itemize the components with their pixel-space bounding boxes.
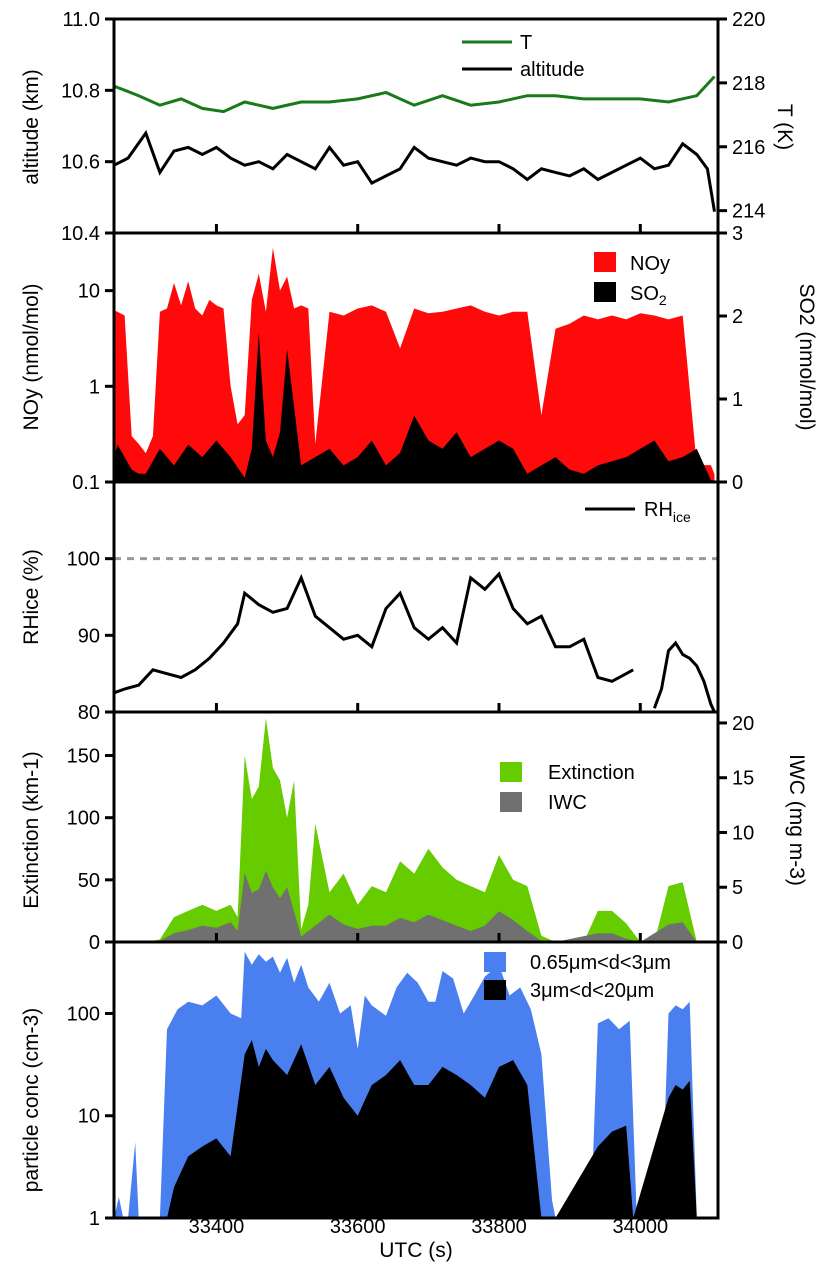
temperature-axis-tick-label-1: 220	[732, 9, 765, 31]
temperature-axis-title: T (K)	[773, 104, 796, 150]
legend-label-noy: NOy	[630, 253, 670, 275]
axis-titles: altitude (km) T (K) NOy (nmol/mol) SO2 (…	[20, 69, 818, 1262]
iwc-area	[114, 870, 715, 942]
altitude-axis-tick-label-1: 11.0	[63, 9, 100, 31]
legend-label-iwc: IWC	[548, 792, 587, 814]
altitude-axis-tick-label-4: 10.4	[61, 223, 100, 245]
temperature-axis-tick-label-3: 216	[732, 137, 765, 159]
legend-label-rhice: RHice	[644, 499, 691, 525]
temperature-line	[113, 75, 716, 114]
particle-concentration-panel	[114, 951, 715, 1218]
noy-so2-panel	[114, 247, 715, 482]
particle-axis-tick-label-3: 1	[89, 1208, 100, 1230]
temperature-axis-tick-label-4: 214	[732, 201, 765, 223]
rhice-panel	[113, 557, 718, 713]
large-particles-area	[114, 1040, 715, 1218]
iwc-axis-tick-label-5: 0	[732, 932, 743, 954]
legend-rhice-panel: RHice	[585, 499, 691, 525]
so2-area	[114, 332, 715, 482]
extinction-iwc-panel	[114, 718, 715, 942]
legend-altitude-panel: T altitude	[462, 32, 585, 81]
extinction-axis-title: Extinction (km-1)	[20, 751, 43, 909]
legend-swatch-extinction	[500, 762, 522, 782]
noy-axis-tick-label-2: 1	[89, 376, 100, 398]
particle-axis-tick-label-2: 10	[78, 1106, 100, 1128]
noy-axis-title: NOy (nmol/mol)	[20, 283, 43, 430]
legend-label-large-particles: 3μm<d<20μm	[530, 980, 654, 1002]
iwc-axis-tick-label-2: 15	[732, 768, 754, 790]
iwc-axis-title: IWC (mg m-3)	[785, 754, 808, 886]
extinction-axis-tick-label-4: 0	[89, 932, 100, 954]
axes-layer: 11.010.810.610.42202182162141010.1321010…	[61, 9, 765, 1238]
altitude-temperature-panel	[113, 75, 716, 212]
noy-axis-tick-label-1: 10	[78, 281, 100, 303]
altitude-axis-tick-label-2: 10.8	[61, 80, 100, 102]
extinction-axis-tick-label-2: 100	[67, 808, 100, 830]
rhice-axis-tick-label-2: 90	[78, 625, 100, 647]
utc-axis-title: UTC (s)	[379, 1239, 452, 1262]
x-tick-label-1: 33400	[189, 1216, 245, 1238]
particle-conc-axis-title: particle conc (cm-3)	[20, 1008, 43, 1192]
rhice-axis-tick-label-1: 100	[67, 549, 100, 571]
legend-label-temperature: T	[520, 32, 532, 54]
x-tick-label-3: 33800	[471, 1216, 527, 1238]
rhice-axis-tick-label-3: 80	[78, 702, 100, 724]
legend-extinction-panel: Extinction IWC	[500, 762, 635, 814]
legend-label-small-particles: 0.65μm<d<3μm	[530, 952, 671, 974]
legend-particle-panel: 0.65μm<d<3μm 3μm<d<20μm	[484, 952, 671, 1002]
so2-axis-tick-label-3: 1	[732, 389, 743, 411]
extinction-axis-tick-label-1: 150	[67, 746, 100, 768]
x-tick-label-2: 33600	[330, 1216, 386, 1238]
iwc-axis-tick-label-4: 5	[732, 877, 743, 899]
legend-noy-panel: NOy SO2	[594, 252, 670, 308]
iwc-axis-tick-label-1: 20	[732, 713, 754, 735]
legend-swatch-small-particles	[484, 952, 506, 972]
panel-frame-1	[112, 17, 720, 235]
so2-axis-tick-label-4: 0	[732, 472, 743, 494]
altitude-line	[113, 129, 716, 212]
legend-label-altitude: altitude	[520, 59, 585, 81]
rhice-line-1	[113, 571, 634, 695]
extinction-area	[114, 718, 715, 942]
legend-label-extinction: Extinction	[548, 762, 635, 784]
rhice-line-2	[652, 640, 716, 713]
legend-swatch-so2	[594, 282, 616, 302]
legend-swatch-iwc	[500, 792, 522, 812]
legend-swatch-noy	[594, 252, 616, 272]
noy-axis-tick-label-3: 0.1	[72, 472, 100, 494]
temperature-axis-tick-label-2: 218	[732, 73, 765, 95]
legend-swatch-large-particles	[484, 980, 506, 1000]
panel-frame-3	[112, 480, 720, 714]
altitude-axis-title: altitude (km)	[20, 69, 43, 185]
so2-axis-tick-label-1: 3	[732, 223, 743, 245]
legend-label-so2: SO2	[630, 283, 667, 308]
panel-frame-5	[112, 940, 720, 1220]
so2-axis-title: SO2 (nmol/mol)	[795, 283, 818, 430]
altitude-axis-tick-label-3: 10.6	[61, 152, 100, 174]
iwc-axis-tick-label-3: 10	[732, 822, 754, 844]
x-tick-label-4: 34000	[612, 1216, 668, 1238]
rhice-axis-title: RHice (%)	[20, 549, 43, 645]
extinction-axis-tick-label-3: 50	[78, 870, 100, 892]
particle-axis-tick-label-1: 100	[67, 1003, 100, 1025]
so2-axis-tick-label-2: 2	[732, 306, 743, 328]
